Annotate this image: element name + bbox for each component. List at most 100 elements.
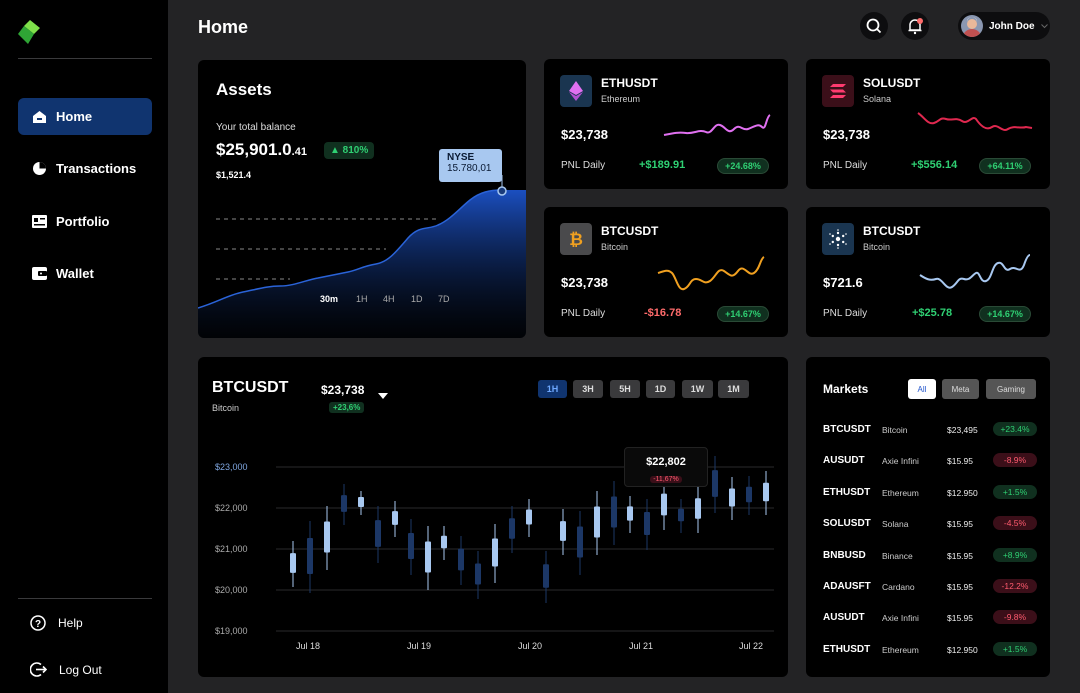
range-4h[interactable]: 4H [383,294,395,304]
range-1h[interactable]: 1H [356,294,368,304]
ticker-price: $23,738 [561,127,608,142]
range-7d[interactable]: 7D [438,294,450,304]
x-axis-label: Jul 20 [518,641,543,651]
candle-body [611,496,617,528]
candle-body [678,508,684,522]
logout-button[interactable]: Log Out [30,661,102,678]
ticker-card-btcusdt-2[interactable]: BTCUSDT Bitcoin $721.6 PNL Daily +$25.78… [806,207,1050,337]
ticker-sparkline [917,112,1033,131]
market-name: Ethereum [882,487,919,498]
notifications-button[interactable] [901,12,929,40]
market-row[interactable]: ADAUSFT Cardano $15.95 -12.2% [823,579,1037,595]
market-change-badge: -4.5% [993,516,1037,531]
candle-body [577,526,583,558]
candle-body [392,511,398,525]
assets-title: Assets [216,80,272,99]
markets-tab-gaming[interactable]: Gaming [986,379,1036,399]
y-axis-label: $23,000 [215,462,248,472]
range-30m[interactable]: 30m [320,294,339,304]
ticker-name: Bitcoin [601,242,629,252]
market-row[interactable]: ETHUSDT Ethereum $12.950 +1.5% [823,484,1037,501]
market-change-badge: +1.5% [993,484,1037,499]
user-name: John Doe [989,20,1035,32]
ticker-card-btcusdt[interactable]: ₿ BTCUSDT Bitcoin $23,738 PNL Daily -$16… [544,207,788,337]
y-axis-label: $21,000 [215,544,248,554]
market-row[interactable]: ETHUSDT Ethereum $12.950 +1.5% [823,641,1037,658]
ticker-symbol: ETHUSDT [601,76,658,90]
user-menu[interactable]: John Doe [958,12,1050,40]
ticker-card-ethusdt[interactable]: ETHUSDT Ethereum $23,738 PNL Daily +$189… [544,59,788,189]
pnl-percent-badge: +14.67% [717,306,769,322]
avatar [961,15,983,37]
candle-body [594,506,600,538]
tooltip-title: NYSE [447,152,475,163]
caret-down-icon[interactable] [378,393,388,400]
candle-tooltip: $22,802 -11,67% [624,447,708,487]
sidebar-divider [18,598,152,599]
search-button[interactable] [860,12,888,40]
btc-change-badge: +23,6% [329,402,365,413]
ticker-price: $23,738 [823,127,870,142]
candle-body [627,506,633,521]
timeframe-1h[interactable]: 1H [538,380,567,398]
timeframe-5h[interactable]: 5H [610,380,640,398]
help-button[interactable]: ? Help [30,615,83,631]
tooltip-change: -11,67% [650,476,682,483]
markets-tab-all[interactable]: All [908,379,936,399]
pnl-value: +$25.78 [912,307,953,319]
market-row[interactable]: AUSUDT Axie Infini $15.95 -8.9% [823,453,1037,469]
page-title: Home [198,17,249,37]
assets-line [198,189,503,309]
candle-body [408,532,414,560]
candle-body [746,486,752,503]
sidebar-item-label: Wallet [56,266,94,281]
balance-cents: .41 [291,146,307,158]
svg-text:?: ? [35,619,41,630]
markets-panel: Markets All Meta Gaming BTCUSDT Bitcoin $2… [806,357,1050,677]
candle-body [341,495,347,512]
sidebar-item-transactions[interactable]: Transactions [18,150,152,187]
market-change-badge: +8.9% [993,547,1037,562]
candle-body [290,553,296,573]
sidebar-item-wallet[interactable]: Wallet [18,255,152,292]
markets-title: Markets [823,382,869,396]
home-icon [32,109,47,124]
candle-body [441,535,447,549]
sidebar-item-portfolio[interactable]: Portfolio [18,203,152,240]
help-icon: ? [30,615,46,631]
market-price: $15.95 [947,550,973,561]
market-name: Axie Infini [882,613,919,624]
market-row[interactable]: SOLUSDT Solana $15.95 -4.5% [823,516,1037,532]
market-price: $15.95 [947,456,973,467]
pnl-percent-badge: +14.67% [979,306,1031,322]
ticker-card-solusdt[interactable]: SOLUSDT Solana $23,738 PNL Daily +$556.1… [806,59,1050,189]
assets-area-chart [198,175,526,338]
tooltip-value: $22,802 [646,456,686,468]
market-row[interactable]: BTCUSDT Bitcoin $23,495 +23.4% [823,422,1037,438]
btc-symbol: BTCUSDT [212,379,289,396]
bell-icon [908,18,923,35]
ticker-name: Solana [863,94,892,104]
candle-body [458,548,464,571]
market-symbol: ADAUSFT [823,581,871,592]
pnl-label: PNL Daily [823,160,868,171]
market-symbol: BNBUSD [823,549,866,561]
market-row[interactable]: BNBUSD Binance $15.95 +8.9% [823,547,1037,564]
tooltip-value: 15.780,01 [447,163,492,174]
market-price: $12.950 [947,644,978,655]
market-name: Solana [882,519,909,530]
assets-area [198,190,526,338]
market-row[interactable]: AUSUDT Axie Infini $15.95 -9.8% [823,610,1037,626]
timeframe-1d[interactable]: 1D [646,380,675,398]
range-1d[interactable]: 1D [411,294,423,304]
ethereum-icon [560,75,592,107]
candle-body [475,563,481,585]
timeframe-1w[interactable]: 1W [682,380,713,398]
ticker-sparkline [663,114,771,136]
markets-tab-meta[interactable]: Meta [942,379,979,399]
sidebar-item-home[interactable]: Home [18,98,152,135]
timeframe-3h[interactable]: 3H [573,380,603,398]
pnl-label: PNL Daily [561,308,606,319]
candle-body [712,470,718,497]
timeframe-1m[interactable]: 1M [718,380,749,398]
